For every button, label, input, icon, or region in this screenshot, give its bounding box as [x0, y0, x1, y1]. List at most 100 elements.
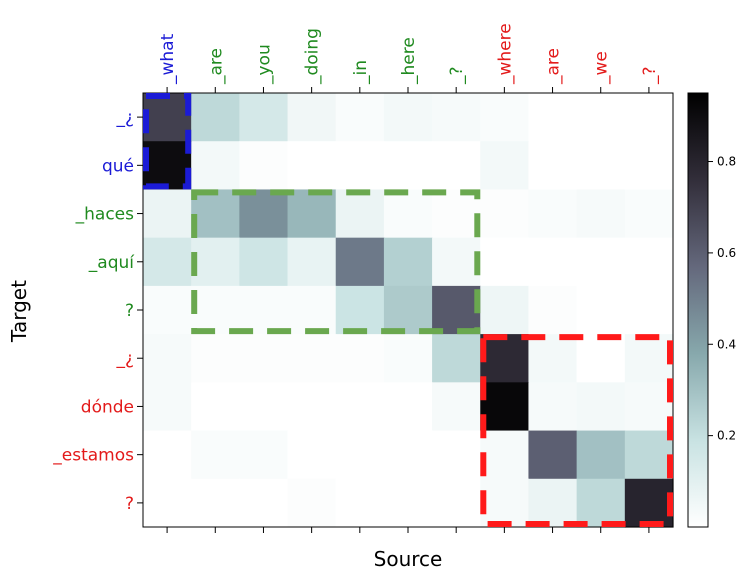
cell-r3-c9	[576, 237, 626, 287]
cell-r6-c10	[624, 382, 674, 432]
cell-r5-c9	[576, 334, 626, 383]
cell-r0-c7	[480, 93, 530, 142]
cell-r5-c0	[143, 334, 192, 383]
cell-r5-c2	[239, 334, 289, 383]
cell-r7-c10	[624, 430, 674, 480]
highlight-box-3	[480, 334, 673, 527]
cell-r6-c3	[287, 382, 337, 432]
cell-r3-c0	[143, 237, 192, 287]
cell-r4-c3	[287, 285, 337, 335]
cell-r4-c2	[239, 285, 289, 335]
cell-r4-c0	[143, 285, 192, 335]
cell-r3-c2	[239, 237, 289, 287]
colorbar-tick-label: 0.2	[717, 429, 736, 443]
highlight-box-2	[191, 189, 481, 335]
cell-r3-c8	[528, 237, 578, 287]
y-ticks	[137, 116, 143, 504]
colorbar-tick-label: 0.6	[717, 246, 736, 260]
cell-r0-c6	[432, 93, 481, 142]
cell-r2-c0	[143, 189, 192, 239]
cell-r7-c2	[239, 430, 289, 480]
cell-r1-c5	[383, 141, 433, 191]
cell-r8-c5	[383, 478, 433, 528]
cell-r8-c10	[624, 478, 674, 528]
cell-r5-c7	[480, 334, 530, 383]
cell-r1-c9	[576, 141, 626, 191]
cell-r4-c4	[335, 285, 385, 335]
colorbar-tick-label: 0.8	[717, 155, 736, 169]
x-tick-label: _?	[640, 66, 660, 85]
cell-r6-c2	[239, 382, 289, 432]
y-tick-label: _aquí	[88, 253, 135, 273]
cell-r7-c7	[480, 430, 530, 480]
cell-r8-c9	[576, 478, 626, 528]
cell-r0-c1	[191, 93, 240, 142]
cell-r4-c5	[383, 285, 433, 335]
cell-r6-c0	[143, 382, 192, 432]
cell-r7-c5	[383, 430, 433, 480]
x-tick-label: _we	[592, 51, 612, 85]
cell-r6-c8	[528, 382, 578, 432]
highlight-box-1	[143, 93, 192, 190]
cell-r8-c7	[480, 478, 530, 528]
cell-r7-c9	[576, 430, 626, 480]
cell-r8-c3	[287, 478, 337, 528]
y-tick-label: ?	[125, 301, 134, 321]
cell-r1-c0	[143, 141, 192, 191]
y-tick-label: _estamos	[52, 446, 134, 466]
cell-r2-c10	[624, 189, 674, 239]
colorbar-tick-label: 0.4	[717, 337, 736, 351]
cell-r2-c9	[576, 189, 626, 239]
cell-r6-c9	[576, 382, 626, 432]
highlight-boxes	[143, 93, 673, 527]
cell-r4-c6	[432, 285, 481, 335]
cell-r5-c5	[383, 334, 433, 383]
cell-r8-c2	[239, 478, 289, 528]
cell-r3-c5	[383, 237, 433, 287]
y-tick-label: _¿	[115, 108, 134, 128]
x-tick-label: _what	[158, 33, 178, 85]
cell-r2-c8	[528, 189, 578, 239]
cell-r3-c7	[480, 237, 530, 287]
x-tick-label: _?	[447, 66, 467, 85]
cell-r8-c6	[432, 478, 481, 528]
cell-r6-c7	[480, 382, 530, 432]
cell-r3-c4	[335, 237, 385, 287]
cell-r8-c1	[191, 478, 240, 528]
cell-r1-c1	[191, 141, 240, 191]
cell-r2-c2	[239, 189, 289, 239]
cell-r5-c3	[287, 334, 337, 383]
cell-r0-c3	[287, 93, 337, 142]
cell-r5-c10	[624, 334, 674, 383]
y-tick-label: dónde	[81, 397, 134, 417]
cell-r0-c8	[528, 93, 578, 142]
y-tick-label: qué	[102, 156, 134, 176]
x-tick-label: _are	[544, 48, 564, 85]
x-tick-label: _where	[495, 23, 515, 85]
cell-r1-c6	[432, 141, 481, 191]
cell-r6-c6	[432, 382, 481, 432]
cell-r2-c4	[335, 189, 385, 239]
cell-r4-c1	[191, 285, 240, 335]
cell-r1-c3	[287, 141, 337, 191]
cell-r8-c8	[528, 478, 578, 528]
x-tick-label: _are	[206, 48, 226, 85]
cell-r0-c10	[624, 93, 674, 142]
cell-r2-c7	[480, 189, 530, 239]
y-axis-title: Target	[7, 280, 31, 343]
cell-r2-c1	[191, 189, 240, 239]
cell-r5-c8	[528, 334, 578, 383]
cell-r8-c0	[143, 478, 192, 528]
cell-r3-c10	[624, 237, 674, 287]
cell-r6-c4	[335, 382, 385, 432]
cell-r1-c7	[480, 141, 530, 191]
cell-r2-c6	[432, 189, 481, 239]
cell-r7-c6	[432, 430, 481, 480]
cell-r7-c8	[528, 430, 578, 480]
cell-r0-c4	[335, 93, 385, 142]
cell-r7-c3	[287, 430, 337, 480]
cell-r0-c2	[239, 93, 289, 142]
cell-r7-c0	[143, 430, 192, 480]
x-ticks	[166, 87, 650, 533]
